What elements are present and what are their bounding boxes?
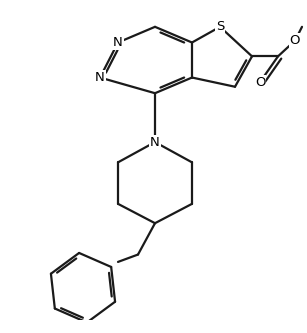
Text: S: S — [216, 20, 224, 33]
Text: N: N — [150, 136, 160, 149]
Text: O: O — [255, 76, 265, 89]
Text: N: N — [95, 71, 105, 84]
Text: O: O — [290, 34, 300, 47]
Text: N: N — [113, 36, 123, 49]
